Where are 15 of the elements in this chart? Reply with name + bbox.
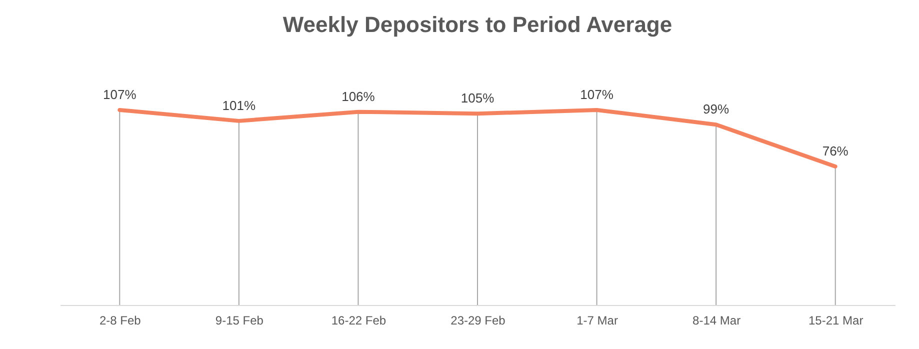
- x-tick-label: 16-22 Feb: [331, 314, 386, 328]
- x-tick-label: 9-15 Feb: [215, 314, 264, 328]
- x-tick-label: 2-8 Feb: [99, 314, 142, 328]
- data-label: 107%: [103, 87, 137, 102]
- data-label: 101%: [222, 98, 256, 113]
- x-tick-label: 23-29 Feb: [450, 314, 506, 328]
- x-tick-label: 15-21 Mar: [808, 314, 864, 328]
- data-label: 107%: [580, 87, 614, 102]
- data-label: 106%: [342, 88, 376, 104]
- data-label: 99%: [703, 102, 730, 117]
- x-tick-label: 8-14 Mar: [692, 314, 741, 328]
- data-label: 105%: [460, 90, 495, 106]
- x-tick-label: 1-7 Mar: [576, 314, 618, 328]
- data-label: 76%: [822, 143, 849, 158]
- chart-title: Weekly Depositors to Period Average: [282, 12, 672, 37]
